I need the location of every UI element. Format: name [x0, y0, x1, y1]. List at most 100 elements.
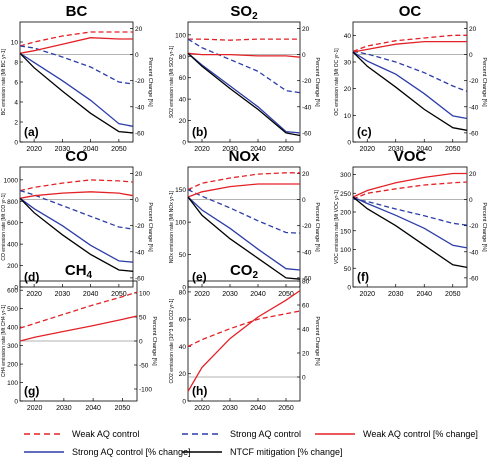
- panel-d-ytick-label: 1000: [4, 177, 19, 184]
- panel-c-ytick-label: 30: [344, 60, 352, 67]
- panel-e-y2tick-label: 0: [302, 197, 306, 204]
- panel-b-xtick-label: 2030: [222, 146, 238, 153]
- panel-b-strong-aq-control-pct-line: [187, 52, 301, 134]
- panel-f-xtick-label: 2050: [445, 291, 461, 298]
- panel-c-ytick-label: 0: [347, 140, 351, 147]
- panel-d-label: (d): [24, 270, 39, 284]
- panel-h-ytick-label: 40: [179, 344, 187, 351]
- panel-c-y2tick-label: 20: [469, 26, 477, 33]
- panel-c-frame: [352, 21, 468, 143]
- panel-b-y2tick-label: 0: [302, 52, 306, 59]
- panel-b-weak-aq-control-pct-line: [187, 52, 301, 58]
- panel-a-y2label: Percent Change [%]: [147, 57, 153, 107]
- panel-e-y2tick-label: -40: [302, 249, 312, 256]
- panel-g-ytick-label: 0: [14, 399, 18, 406]
- panel-e-y2tick-label: -60: [302, 275, 312, 282]
- panel-h-xtick-label: 2030: [222, 405, 238, 412]
- panel-h-y2tick-label: 40: [302, 327, 310, 334]
- panel-a-y2tick-label: 20: [135, 26, 143, 33]
- panel-a-xtick-label: 2030: [55, 146, 71, 153]
- legend-label-1: Weak AQ control: [72, 429, 139, 439]
- panel-e-xtick-label: 2040: [250, 291, 266, 298]
- panel-f-weak-aq-control-pct-line: [352, 172, 467, 198]
- panel-a-ytick-label: 4: [14, 100, 18, 107]
- panel-g-ytick-label: 600: [7, 288, 18, 295]
- panel-g-ytick-label: 200: [7, 362, 18, 369]
- panel-f-frame: [352, 166, 468, 288]
- panel-f-ytick-label: 100: [340, 247, 351, 254]
- panel-f-y2tick-label: 0: [469, 197, 473, 204]
- panel-f-y2label: Percent Change [%]: [481, 202, 487, 252]
- panel-b-ytick-label: 40: [179, 97, 187, 104]
- panel-h-frame: [187, 280, 301, 402]
- panel-b-y2label: Percent Change [%]: [314, 57, 320, 107]
- panel-d-y2tick-label: 20: [135, 171, 143, 178]
- panel-c-y2tick-label: 0: [469, 52, 473, 59]
- panel-e-ntcf-mitigation-pct-line: [187, 196, 301, 280]
- panel-g-y2tick-label: -50: [139, 363, 149, 370]
- panel-e-label: (e): [192, 270, 207, 284]
- panel-b-frame: [187, 21, 301, 143]
- panel-g-xtick-label: 2050: [115, 405, 131, 412]
- panel-f-xtick-label: 2040: [416, 291, 432, 298]
- panel-g-y2label: Percent Change [%]: [151, 316, 157, 366]
- panel-d-y2tick-label: -20: [135, 223, 145, 230]
- panel-f-xtick-label: 2030: [388, 291, 404, 298]
- panel-b-xtick-label: 2020: [194, 146, 210, 153]
- panel-c-xtick-label: 2040: [416, 146, 432, 153]
- panel-e-strong-aq-control-line: [187, 189, 301, 234]
- panel-f-ylabel: VOC emission rate [Mt VOC yr-1]: [334, 189, 340, 264]
- panel-h-y2tick-label: 20: [302, 351, 310, 358]
- panel-b-label: (b): [192, 125, 207, 139]
- panel-h-xtick-label: 2040: [250, 405, 266, 412]
- panel-g-label: (g): [24, 384, 39, 398]
- panel-f-y2tick-label: -60: [469, 275, 479, 282]
- panel-b-xtick-label: 2040: [250, 146, 266, 153]
- panel-a-frame: [19, 21, 134, 143]
- panel-e-xtick-label: 2050: [278, 291, 294, 298]
- panel-f-label: (f): [357, 270, 369, 284]
- panel-f-ytick-label: 150: [340, 228, 351, 235]
- panel-d-ntcf-mitigation-pct-line: [19, 197, 134, 272]
- panel-b-ytick-label: 100: [175, 32, 186, 39]
- panel-h-weak-aq-control-line: [187, 310, 301, 348]
- panel-h-y2tick-label: 0: [302, 375, 306, 382]
- panel-c-ylabel: OC emission rate [Mt OC yr-1]: [334, 48, 340, 116]
- panel-c-xtick-label: 2030: [388, 146, 404, 153]
- panel-g-xtick-label: 2020: [27, 405, 43, 412]
- panel-d-ytick-label: 800: [7, 199, 18, 206]
- panel-f-ytick-label: 0: [347, 285, 351, 292]
- panel-a-y2tick-label: 0: [135, 52, 139, 59]
- panel-e-y2tick-label: 20: [302, 171, 310, 178]
- panel-h-y2label: Percent Change [%]: [314, 316, 320, 366]
- panel-g-ytick-label: 400: [7, 325, 18, 332]
- panel-e-frame: [187, 166, 301, 288]
- panel-d-ytick-label: 600: [7, 220, 18, 227]
- panel-a-weak-aq-control-pct-line: [19, 37, 133, 54]
- panel-d-frame: [19, 166, 134, 288]
- panel-b-ytick-label: 20: [179, 118, 187, 125]
- panel-a-ytick-label: 2: [14, 120, 18, 127]
- panel-g-weak-aq-control-pct-line: [19, 315, 138, 342]
- panel-d-xtick-label: 2020: [26, 291, 42, 298]
- panel-a-ytick-label: 6: [14, 80, 18, 87]
- panel-a-ytick-label: 10: [11, 40, 19, 47]
- panel-e-title: NOx: [229, 148, 261, 165]
- panel-a-weak-aq-control-line: [19, 31, 133, 47]
- panel-f-ytick-label: 200: [340, 210, 351, 217]
- panel-a-title: BC: [66, 3, 88, 20]
- panel-d-ytick-label: 0: [14, 285, 18, 292]
- panel-c-ytick-label: 20: [344, 86, 352, 93]
- panel-b-strong-aq-control-line: [187, 38, 301, 94]
- panel-c-ytick-label: 10: [344, 113, 352, 120]
- panel-e-strong-aq-control-pct-line: [187, 196, 301, 271]
- panel-d-y2tick-label: -40: [135, 249, 145, 256]
- panel-a-y2tick-label: -40: [135, 104, 145, 111]
- panel-a-ntcf-mitigation-pct-line: [19, 52, 134, 134]
- panel-e-ytick-label: 150: [175, 187, 186, 194]
- panel-c-y2label: Percent Change [%]: [481, 57, 487, 107]
- panel-a-y2tick-label: -20: [135, 78, 145, 85]
- panel-h-xtick-label: 2020: [194, 405, 210, 412]
- panel-g-title: CH4: [65, 262, 93, 281]
- panel-f-strong-aq-control-pct-line: [352, 196, 468, 249]
